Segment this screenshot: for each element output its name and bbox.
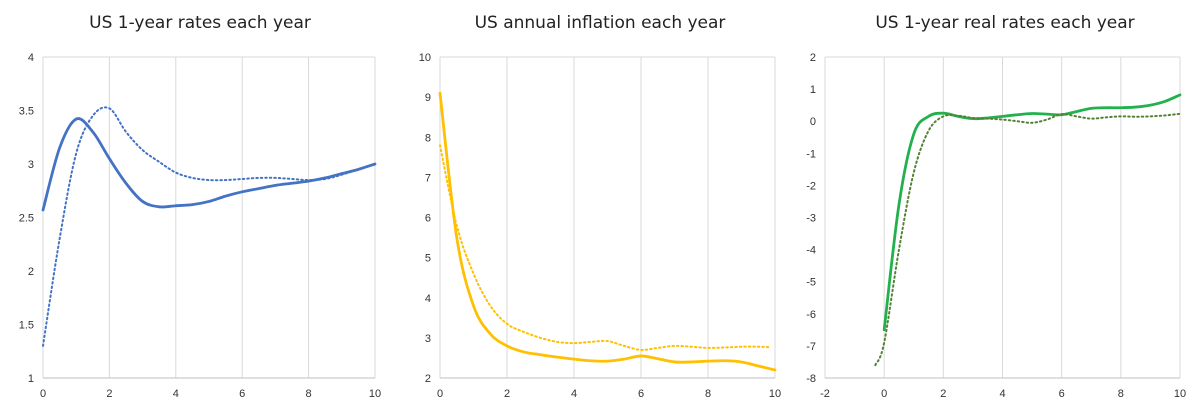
x-tick-label: -2 [820, 388, 830, 400]
x-tick-label: 4 [999, 388, 1005, 400]
y-tick-label: 0 [810, 116, 816, 128]
y-tick-label: 2 [425, 373, 431, 385]
x-tick-label: 4 [173, 388, 179, 400]
x-tick-label: 2 [106, 388, 112, 400]
y-tick-label: -4 [806, 245, 816, 257]
x-tick-label: 10 [1174, 388, 1186, 400]
x-tick-label: 10 [769, 388, 781, 400]
y-tick-label: 3 [425, 333, 431, 345]
series-line-dotted [439, 144, 770, 351]
series-line-dotted [42, 106, 376, 347]
chart-title: US 1-year real rates each year [875, 13, 1134, 33]
chart-3: US 1-year real rates each year -8 -7 -6 -5 -4… [806, 13, 1186, 400]
x-tick-label: 8 [705, 388, 711, 400]
y-tick-label: 1.5 [19, 320, 34, 332]
y-tick-label: -7 [806, 341, 816, 353]
series-line-solid [438, 91, 777, 372]
x-tick-label: 0 [40, 388, 46, 400]
y-tick-label: -1 [806, 148, 816, 160]
y-tick-label: -2 [806, 180, 816, 192]
y-tick-label: 6 [425, 213, 431, 225]
y-tick-label: 8 [425, 132, 431, 144]
y-tick-label: 3 [28, 159, 34, 171]
y-tick-label: 2 [28, 266, 34, 278]
x-tick-label: 8 [306, 388, 312, 400]
chart-title: US 1-year rates each year [89, 13, 311, 33]
y-tick-label: 9 [425, 92, 431, 104]
y-tick-label: -8 [806, 373, 816, 385]
chart-title: US annual inflation each year [475, 13, 726, 33]
x-tick-label: 0 [881, 388, 887, 400]
x-tick-label: 0 [437, 388, 443, 400]
y-tick-label: 3.5 [19, 106, 34, 118]
y-tick-label: 1 [28, 373, 34, 385]
y-tick-label: -6 [806, 309, 816, 321]
x-tick-label: 2 [504, 388, 510, 400]
x-tick-label: 10 [369, 388, 381, 400]
chart-2: US annual inflation each year 2 3 4 5 6 7 8 9 10 0… [419, 13, 781, 400]
y-tick-label: 7 [425, 172, 431, 184]
x-tick-label: 8 [1118, 388, 1124, 400]
series-line-solid [882, 93, 1182, 332]
series-line-dotted [874, 112, 1181, 367]
x-tick-label: 6 [1059, 388, 1065, 400]
x-tick-label: 2 [940, 388, 946, 400]
y-tick-label: -5 [806, 277, 816, 289]
y-tick-label: 10 [419, 52, 431, 64]
x-tick-label: 4 [571, 388, 577, 400]
y-tick-label: 5 [425, 253, 431, 265]
y-tick-label: 4 [425, 293, 431, 305]
series-line-solid [41, 117, 377, 212]
y-tick-label: 2.5 [19, 213, 34, 225]
x-tick-label: 6 [239, 388, 245, 400]
y-tick-label: 2 [810, 52, 816, 64]
y-tick-label: 4 [28, 52, 34, 64]
chart-1: US 1-year rates each year 1 1.5 2 2.5 3 3.5 4 0 2… [19, 13, 381, 400]
y-tick-label: 1 [810, 84, 816, 96]
x-tick-label: 6 [638, 388, 644, 400]
y-tick-label: -3 [806, 213, 816, 225]
